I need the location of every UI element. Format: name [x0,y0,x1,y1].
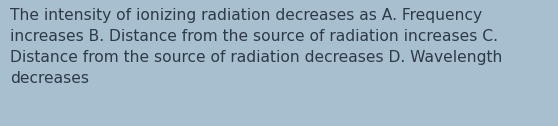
Text: The intensity of ionizing radiation decreases as A. Frequency
increases B. Dista: The intensity of ionizing radiation decr… [10,8,502,86]
